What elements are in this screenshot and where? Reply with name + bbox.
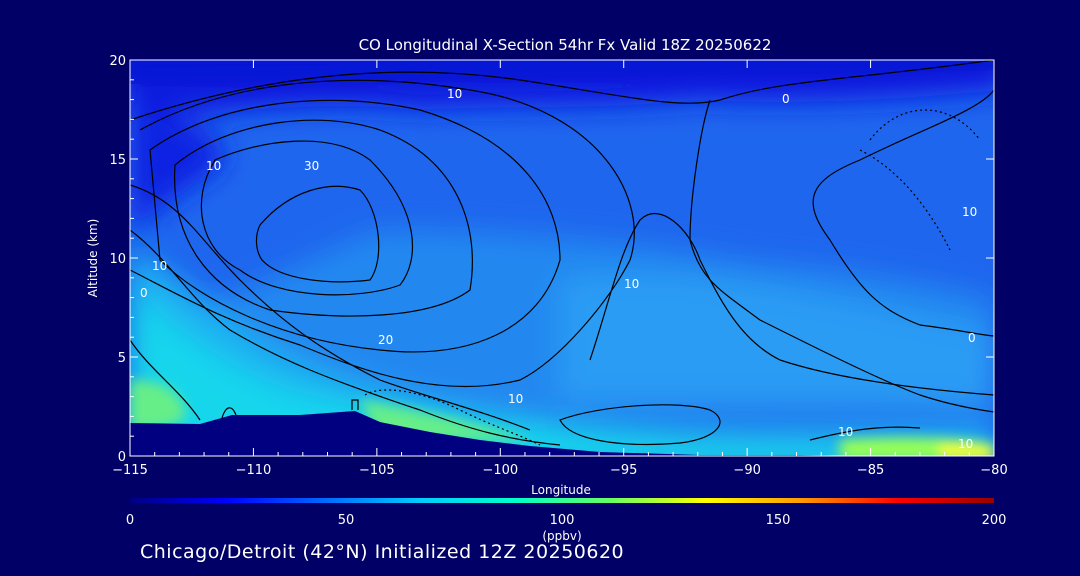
concentration-field <box>130 60 994 456</box>
x-tick-label: −100 <box>482 463 518 478</box>
footer-caption: Chicago/Detroit (42°N) Initialized 12Z 2… <box>140 541 625 563</box>
contour-label: 20 <box>378 333 393 347</box>
contour-label: 0 <box>140 286 148 300</box>
colorbar-tick-label: 50 <box>338 513 355 528</box>
contour-label: 10 <box>152 259 167 273</box>
contour-label: 10 <box>958 437 973 451</box>
chart-title: CO Longitudinal X-Section 54hr Fx Valid … <box>359 36 772 54</box>
y-tick-label: 20 <box>109 54 126 69</box>
y-axis-label: Altitude (km) <box>86 219 100 298</box>
contour-label: 10 <box>962 205 977 219</box>
contour-label: 30 <box>304 159 319 173</box>
contour-labels: 10 10 10 10 10 10 10 10 20 30 0 0 0 <box>140 87 977 451</box>
y-tick-label: 15 <box>109 153 126 168</box>
colorbar-tick-label: 100 <box>550 513 575 528</box>
x-tick-label: −115 <box>112 463 148 478</box>
terrain <box>130 411 865 456</box>
colorbar-tick-label: 0 <box>126 513 134 528</box>
colorbar-ticks: 0 50 100 150 200 <box>126 513 1007 528</box>
x-tick-label: −90 <box>733 463 760 478</box>
colorbar-tick-label: 200 <box>982 513 1007 528</box>
contour-label: 0 <box>968 331 976 345</box>
colorbar-unit-label: (ppbv) <box>542 529 581 543</box>
contour-label: 10 <box>624 277 639 291</box>
x-axis: −115 −110 −105 −100 −95 −90 −85 −80 <box>112 60 1008 478</box>
contour-label: 10 <box>838 425 853 439</box>
x-tick-label: −110 <box>236 463 272 478</box>
y-tick-label: 0 <box>118 450 126 465</box>
y-tick-label: 10 <box>109 252 126 267</box>
contour-label: 10 <box>447 87 462 101</box>
colorbar <box>130 498 994 503</box>
x-tick-label: −105 <box>359 463 395 478</box>
contour-label: 0 <box>782 92 790 106</box>
x-tick-label: −85 <box>857 463 884 478</box>
colorbar-tick-label: 150 <box>766 513 791 528</box>
y-tick-label: 5 <box>118 351 126 366</box>
contour-lines <box>130 60 994 446</box>
y-axis: 0 5 10 15 20 <box>109 54 994 465</box>
contour-label: 10 <box>508 392 523 406</box>
x-tick-label: −95 <box>610 463 637 478</box>
x-tick-label: −80 <box>980 463 1007 478</box>
contour-label: 10 <box>206 159 221 173</box>
x-axis-label: Longitude <box>531 483 591 497</box>
